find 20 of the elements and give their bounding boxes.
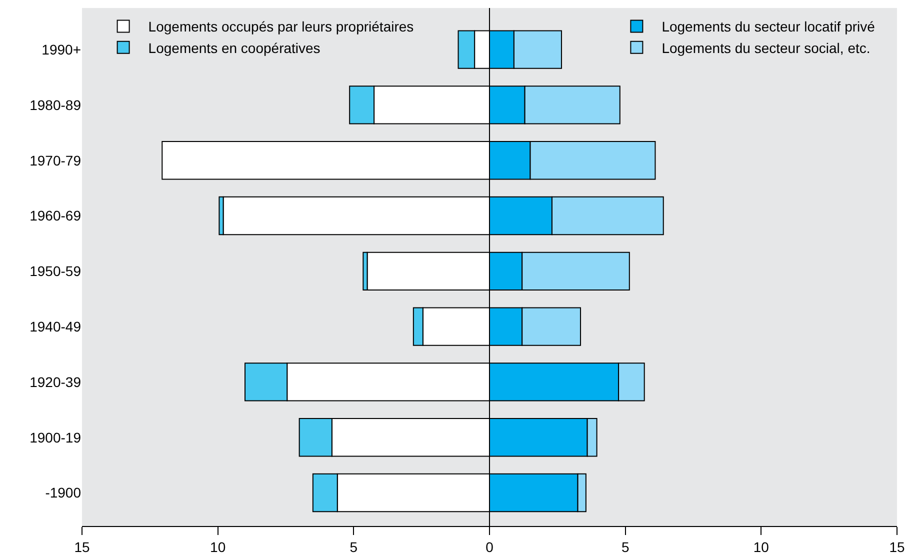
y-tick-label: 1950-59 (30, 263, 82, 280)
x-tick-label: 10 (210, 538, 226, 554)
x-tick-label: 0 (486, 538, 494, 554)
x-tick-label: 15 (889, 538, 905, 554)
y-tick-label: 1990+ (42, 41, 81, 58)
y-tick-label: 1980-89 (30, 96, 82, 113)
legend-label: Logements en coopératives (148, 40, 320, 56)
x-tick-label: 5 (621, 538, 630, 554)
x-tick-label: 5 (350, 538, 358, 554)
y-tick-label: 1900-19 (30, 429, 82, 446)
x-tick-label: 10 (753, 538, 770, 554)
legend-label: Logements du secteur locatif privé (662, 18, 876, 35)
y-tick-label: 1970-79 (30, 152, 82, 168)
y-tick-label: -1900 (45, 484, 82, 501)
y-tick-label: 1920-39 (30, 374, 82, 390)
y-tick-label: 1960-69 (30, 208, 82, 224)
y-tick-label: 1940-49 (30, 318, 82, 334)
legend-label: Logements du secteur social, etc. (662, 40, 870, 56)
legend-label: Logements occupés par leurs propriétaires (148, 18, 414, 35)
x-tick-label: 15 (74, 538, 90, 554)
